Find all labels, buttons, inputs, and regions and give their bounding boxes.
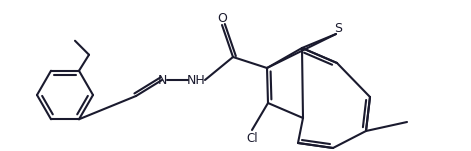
- Text: Cl: Cl: [246, 132, 258, 145]
- Text: S: S: [334, 22, 342, 35]
- Text: N: N: [157, 74, 167, 87]
- Text: O: O: [217, 13, 227, 26]
- Text: NH: NH: [187, 74, 205, 87]
